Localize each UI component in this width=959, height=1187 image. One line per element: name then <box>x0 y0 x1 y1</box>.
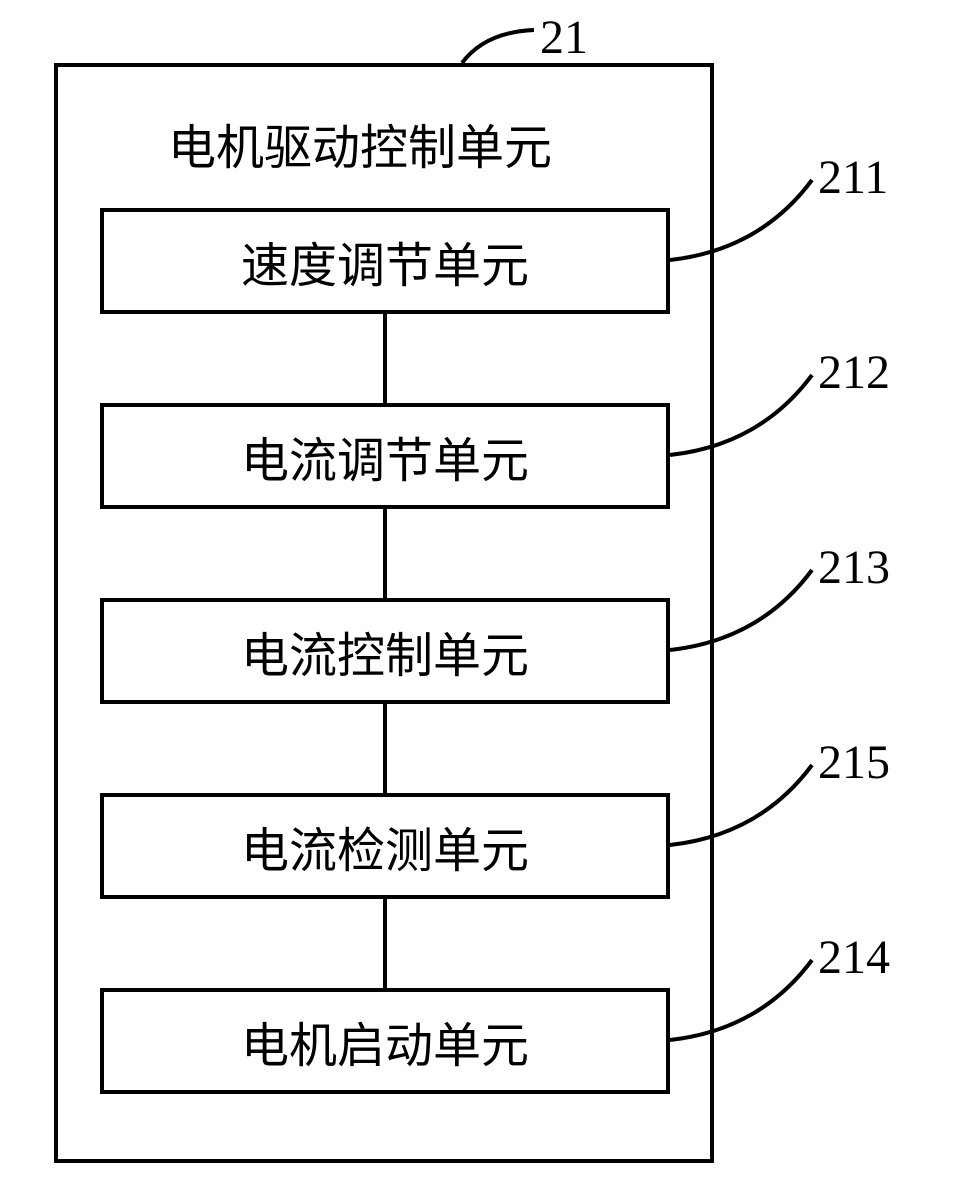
ref-213: 213 <box>818 540 890 595</box>
box-current-detect: 电流检测单元 <box>100 793 670 899</box>
ref-21: 21 <box>540 10 588 65</box>
connector-line <box>383 704 387 793</box>
box-label: 电流检测单元 <box>241 811 529 881</box>
ref-214: 214 <box>818 930 890 985</box>
box-current-adjust: 电流调节单元 <box>100 403 670 509</box>
box-label: 电流控制单元 <box>241 616 529 686</box>
connector-line <box>383 509 387 598</box>
ref-212: 212 <box>818 345 890 400</box>
ref-215: 215 <box>818 735 890 790</box>
box-motor-start: 电机启动单元 <box>100 988 670 1094</box>
container-title: 电机驱动控制单元 <box>168 108 552 178</box>
box-speed-adjust: 速度调节单元 <box>100 208 670 314</box>
ref-211: 211 <box>818 150 888 205</box>
connector-line <box>383 314 387 403</box>
leader-21 <box>462 30 534 63</box>
box-label: 速度调节单元 <box>241 226 529 296</box>
box-label: 电机启动单元 <box>241 1006 529 1076</box>
connector-line <box>383 899 387 988</box>
box-label: 电流调节单元 <box>241 421 529 491</box>
box-current-control: 电流控制单元 <box>100 598 670 704</box>
